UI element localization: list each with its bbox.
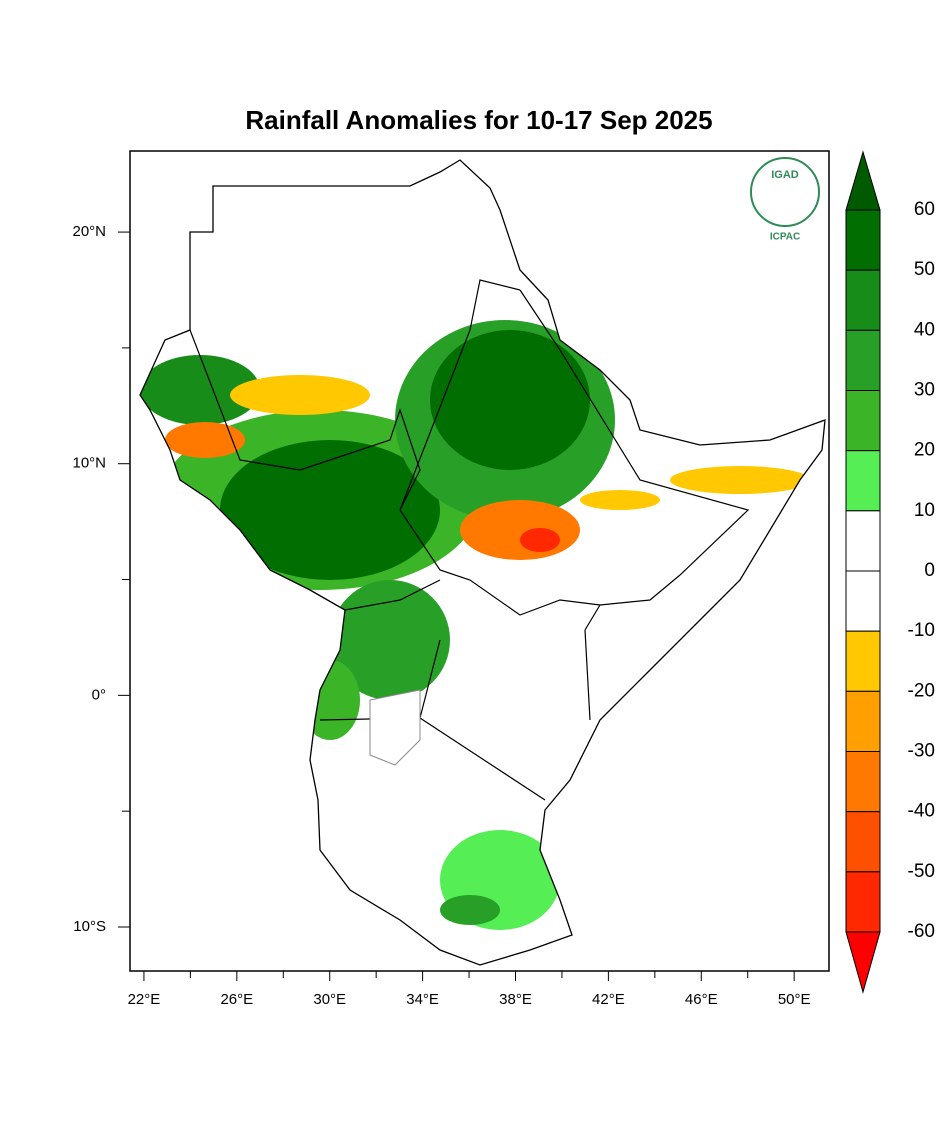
colorbar-box [845, 751, 881, 813]
y-tick-label: 10°S [73, 918, 106, 935]
colorbar-label: 10 [914, 500, 935, 521]
colorbar-label: 0 [924, 560, 935, 581]
y-tick-label: 0° [92, 686, 106, 703]
colorbar-box [845, 630, 881, 692]
colorbar-box [845, 510, 881, 572]
colorbar-box [845, 690, 881, 752]
colorbar-label: -50 [908, 861, 935, 882]
x-tick-label: 50°E [778, 991, 811, 1008]
logo: IGAD ICPAC [750, 157, 820, 243]
x-tick-label: 22°E [128, 991, 161, 1008]
logo-top: IGAD [771, 169, 799, 181]
colorbar-arrow-bottom [845, 931, 881, 994]
colorbar-box [845, 269, 881, 331]
colorbar-box [845, 450, 881, 512]
colorbar-label: -40 [908, 801, 935, 822]
colorbar-box [845, 329, 881, 392]
colorbar-label: -30 [908, 741, 935, 762]
colorbar-box [845, 209, 881, 271]
y-tick-label: 20°N [72, 223, 106, 240]
colorbar-label: 20 [914, 440, 935, 461]
y-tick-label: 10°N [72, 455, 106, 472]
colorbar-label: 50 [914, 259, 935, 280]
x-tick-label: 26°E [220, 991, 253, 1008]
map-title: Rainfall Anomalies for 10-17 Sep 2025 [245, 105, 712, 135]
colorbar-box [845, 811, 881, 873]
colorbar-label: 30 [914, 380, 935, 401]
x-tick-label: 30°E [313, 991, 346, 1008]
colorbar-label: 60 [914, 199, 935, 220]
x-tick-label: 38°E [499, 991, 532, 1008]
colorbar-box [845, 871, 881, 933]
logo-bottom: ICPAC [770, 232, 800, 243]
colorbar-label: 40 [914, 319, 935, 340]
colorbar-label: -20 [908, 680, 935, 701]
x-tick-label: 46°E [685, 991, 718, 1008]
colorbar-label: -10 [908, 620, 935, 641]
colorbar-arrow-top [845, 150, 881, 211]
colorbar-label: -60 [908, 921, 935, 942]
x-tick-label: 42°E [592, 991, 625, 1008]
colorbar-box [845, 570, 881, 632]
colorbar-box [845, 390, 881, 452]
x-tick-label: 34°E [406, 991, 439, 1008]
